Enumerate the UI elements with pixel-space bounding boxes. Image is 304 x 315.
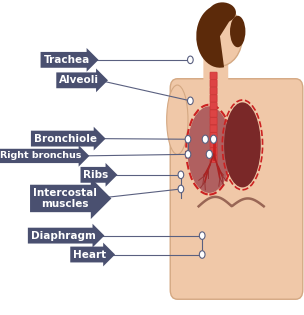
Circle shape [198,6,243,66]
Text: Diaphragm: Diaphragm [31,231,96,241]
Ellipse shape [209,3,236,23]
Text: Ribs: Ribs [83,170,109,180]
FancyBboxPatch shape [210,95,217,102]
FancyBboxPatch shape [210,125,217,132]
Circle shape [206,150,212,158]
Text: Right bronchus: Right bronchus [0,152,81,160]
FancyBboxPatch shape [210,133,217,140]
Circle shape [185,151,191,158]
FancyBboxPatch shape [210,148,217,155]
FancyBboxPatch shape [203,44,228,91]
FancyBboxPatch shape [210,72,217,79]
Circle shape [188,97,193,105]
Circle shape [178,185,184,193]
Ellipse shape [167,85,188,154]
Circle shape [199,251,205,258]
Text: Intercostal
muscles: Intercostal muscles [33,188,97,209]
Circle shape [178,171,184,179]
Ellipse shape [187,106,231,193]
Circle shape [188,56,193,64]
Text: Heart: Heart [73,249,106,260]
Text: Bronchiole: Bronchiole [34,134,97,144]
FancyBboxPatch shape [210,102,217,110]
FancyBboxPatch shape [170,79,303,299]
FancyBboxPatch shape [210,117,217,125]
FancyBboxPatch shape [210,80,217,87]
Ellipse shape [224,102,261,187]
Circle shape [199,232,205,239]
Text: Alveoli: Alveoli [59,75,99,85]
Ellipse shape [230,16,245,47]
Circle shape [210,135,217,143]
Ellipse shape [205,46,221,62]
FancyBboxPatch shape [210,140,217,147]
Text: Trachea: Trachea [43,55,90,65]
Circle shape [202,135,208,143]
Wedge shape [196,5,235,68]
FancyBboxPatch shape [210,155,217,163]
FancyBboxPatch shape [210,110,217,117]
FancyBboxPatch shape [210,87,217,94]
Circle shape [185,135,191,143]
